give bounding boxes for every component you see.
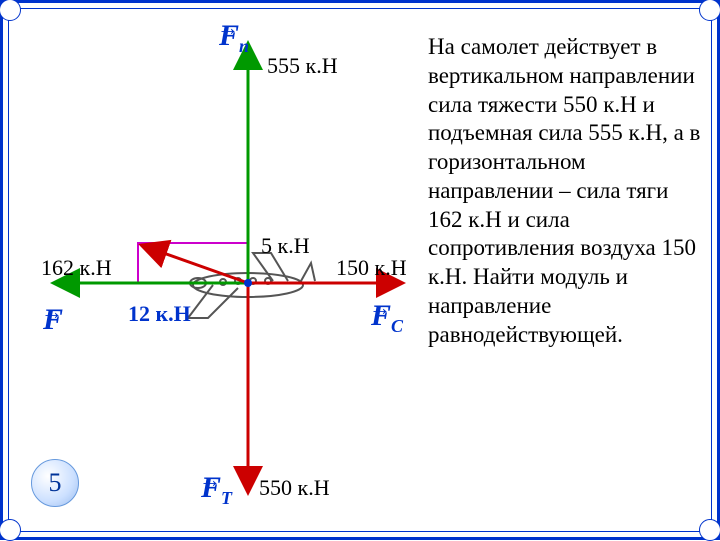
vector-net xyxy=(141,245,248,283)
label-Fp-value: 555 к.Н xyxy=(267,53,338,79)
label-dy: 5 к.Н xyxy=(261,233,310,259)
label-dx: 12 к.Н xyxy=(128,301,191,327)
label-FT-symbol: →FТ xyxy=(201,471,232,509)
label-F-symbol: →F xyxy=(43,303,63,337)
label-FC-symbol: →FС xyxy=(371,299,403,337)
corner-ornament xyxy=(0,519,21,541)
page-number-badge: 5 xyxy=(31,459,79,507)
corner-ornament xyxy=(699,0,720,21)
label-F-value: 162 к.Н xyxy=(41,255,112,281)
force-diagram: →Fп →F →FС →FТ 555 к.Н 162 к.Н 150 к.Н 5… xyxy=(23,23,423,523)
slide-frame: →Fп →F →FС →FТ 555 к.Н 162 к.Н 150 к.Н 5… xyxy=(0,0,720,540)
airplane-icon xyxy=(188,253,315,318)
label-FC-value: 150 к.Н xyxy=(336,255,407,281)
corner-ornament xyxy=(0,0,21,21)
corner-ornament xyxy=(699,519,720,541)
label-FT-value: 550 к.Н xyxy=(259,475,330,501)
problem-text: На самолет действует в вертикальном напр… xyxy=(428,33,708,349)
origin-point xyxy=(244,279,252,287)
label-Fp-symbol: →Fп xyxy=(219,19,249,57)
